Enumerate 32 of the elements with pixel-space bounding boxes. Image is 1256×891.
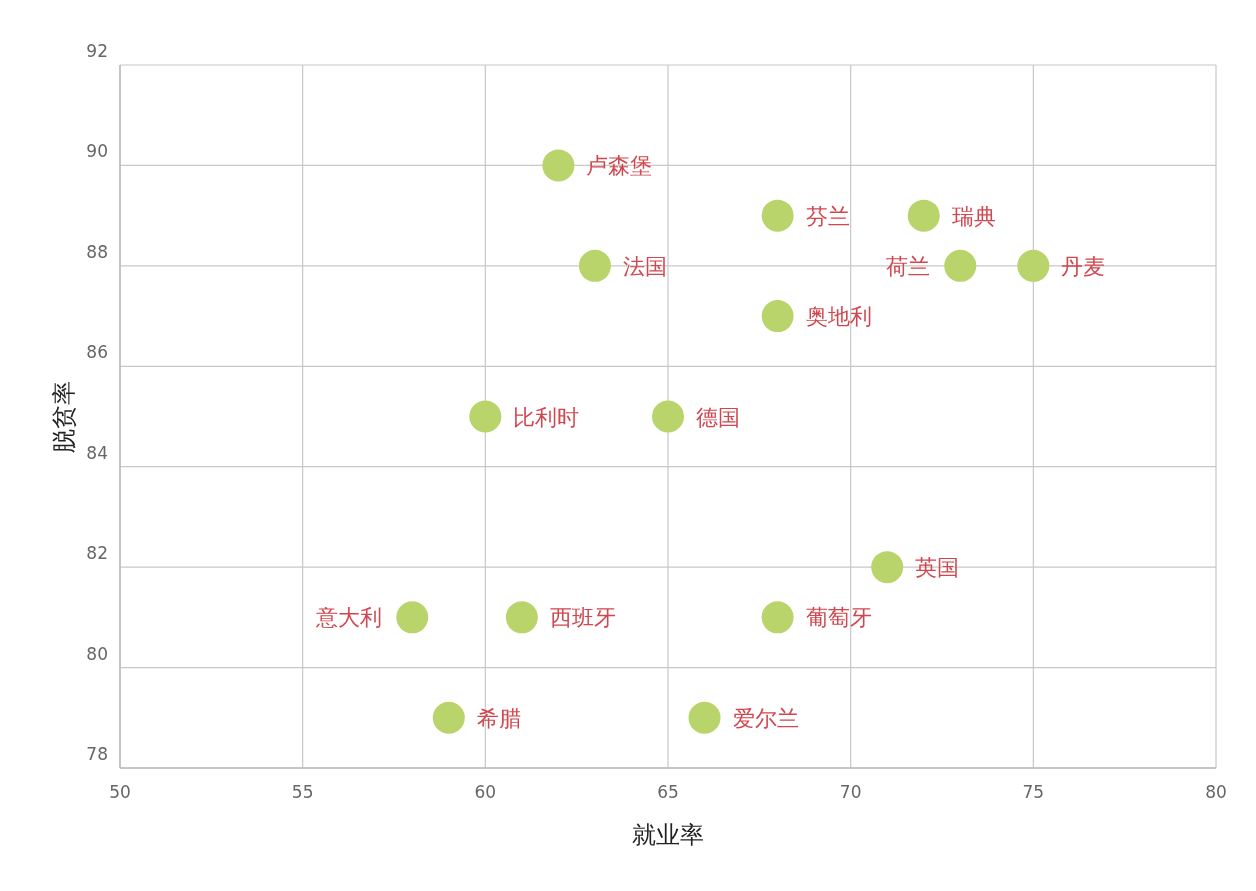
annotation: 芬兰	[805, 203, 850, 229]
y-tick-label: 78	[86, 744, 108, 764]
y-tick-label: 84	[86, 442, 108, 463]
x-tick-label: 65	[657, 782, 679, 802]
annotation: 法国	[622, 253, 667, 279]
x-tick-label: 80	[1205, 782, 1227, 802]
annotation: 爱尔兰	[732, 705, 799, 731]
annotation: 卢森堡	[586, 153, 653, 179]
x-tick-label: 50	[109, 782, 131, 802]
annotation: 英国	[915, 555, 960, 581]
annotation: 丹麦	[1061, 253, 1106, 279]
annotation: 奥地利	[805, 304, 872, 330]
y-tick-label: 80	[86, 643, 108, 664]
y-tick-label: 88	[86, 241, 108, 262]
x-tick-label: 70	[839, 782, 862, 802]
x-tick-label: 75	[1022, 782, 1045, 802]
annotation: 意大利	[315, 605, 383, 631]
y-tick-label: 92	[86, 41, 108, 61]
y-tick-label: 86	[86, 342, 108, 363]
annotation: 德国	[696, 404, 740, 430]
x-tick-label: 60	[474, 782, 497, 802]
annotation: 希腊	[476, 705, 521, 731]
x-axis-title: 就业率	[632, 821, 704, 849]
annotation: 比利时	[513, 404, 580, 430]
x-tick-label: 55	[291, 782, 314, 802]
y-tick-label: 82	[86, 543, 108, 564]
y-axis-title: 脱贫率	[50, 380, 78, 453]
annotation: 荷兰	[886, 253, 931, 279]
annotation: 西班牙	[549, 605, 616, 631]
annotation: 瑞典	[951, 203, 996, 229]
annotation: 葡萄牙	[805, 605, 872, 631]
y-tick-label: 90	[86, 141, 108, 162]
